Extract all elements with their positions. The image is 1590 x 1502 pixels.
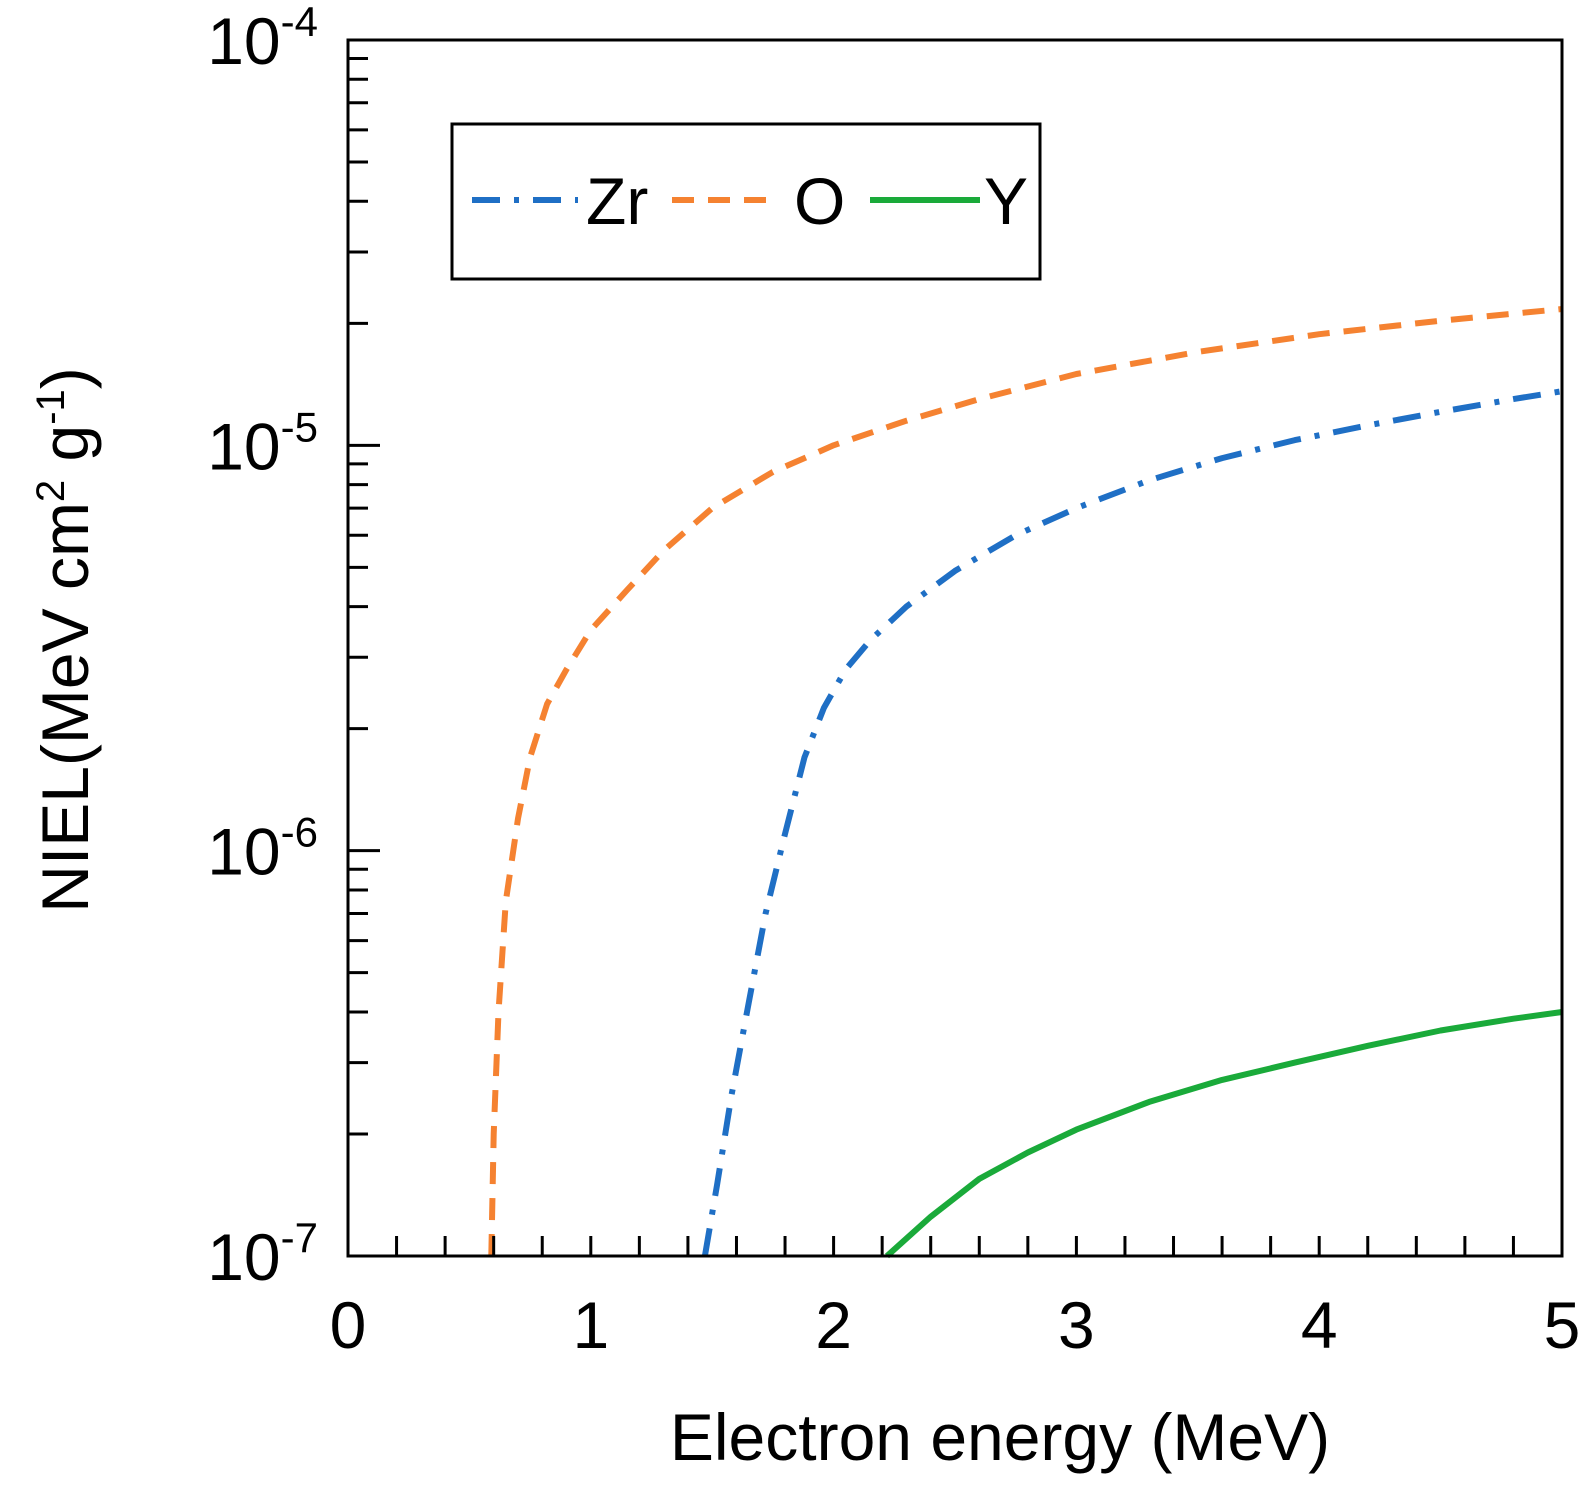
- x-tick-label: 1: [572, 1288, 609, 1362]
- y-tick-label-base: 10: [207, 1220, 280, 1294]
- y-tick-label-exp: -7: [281, 1214, 318, 1261]
- y-axis-label: NIEL(MeV cm2 g-1): [28, 367, 102, 913]
- x-tick-label: 0: [330, 1288, 367, 1362]
- legend-label-zr: Zr: [586, 164, 648, 238]
- y-axis-label-exp1: 2: [29, 480, 73, 502]
- series-layer: [488, 306, 1563, 1259]
- tick-label-layer: 0 1 2 3 4 510-710-610-510-4: [207, 0, 1580, 1362]
- series-line-zr: [701, 388, 1563, 1257]
- y-tick-label-base: 10: [207, 409, 280, 483]
- y-tick-label-base: 10: [207, 815, 280, 889]
- y-axis-label-end: ): [28, 367, 102, 389]
- y-tick-label: 10-6: [207, 809, 318, 889]
- y-axis-label-base: NIEL(MeV cm: [28, 502, 102, 913]
- legend-items: Zr O Y: [472, 164, 1028, 238]
- x-tick-label: 4: [1301, 1288, 1338, 1362]
- y-tick-label-exp: -5: [281, 403, 318, 450]
- y-tick-label-exp: -6: [281, 809, 318, 856]
- x-tick-label: 2: [815, 1288, 852, 1362]
- y-axis-label-exp2: -1: [29, 389, 73, 425]
- legend-label-o: O: [794, 164, 845, 238]
- legend: Zr O Y: [450, 122, 1042, 281]
- y-tick-label: 10-7: [207, 1214, 318, 1294]
- tick-layer: [348, 38, 1515, 1258]
- y-axis-label-mid: g: [28, 425, 102, 480]
- plot-frame: [346, 38, 1564, 1258]
- x-tick-label: 5: [1544, 1288, 1581, 1362]
- y-tick-label-exp: -4: [281, 0, 318, 45]
- y-tick-label-base: 10: [207, 4, 280, 78]
- legend-label-y: Y: [984, 164, 1028, 238]
- series-line-y: [884, 1009, 1563, 1259]
- x-axis-label: Electron energy (MeV): [670, 1400, 1330, 1474]
- y-tick-label: 10-5: [207, 403, 318, 483]
- y-tick-label: 10-4: [207, 0, 318, 78]
- x-tick-label: 3: [1058, 1288, 1095, 1362]
